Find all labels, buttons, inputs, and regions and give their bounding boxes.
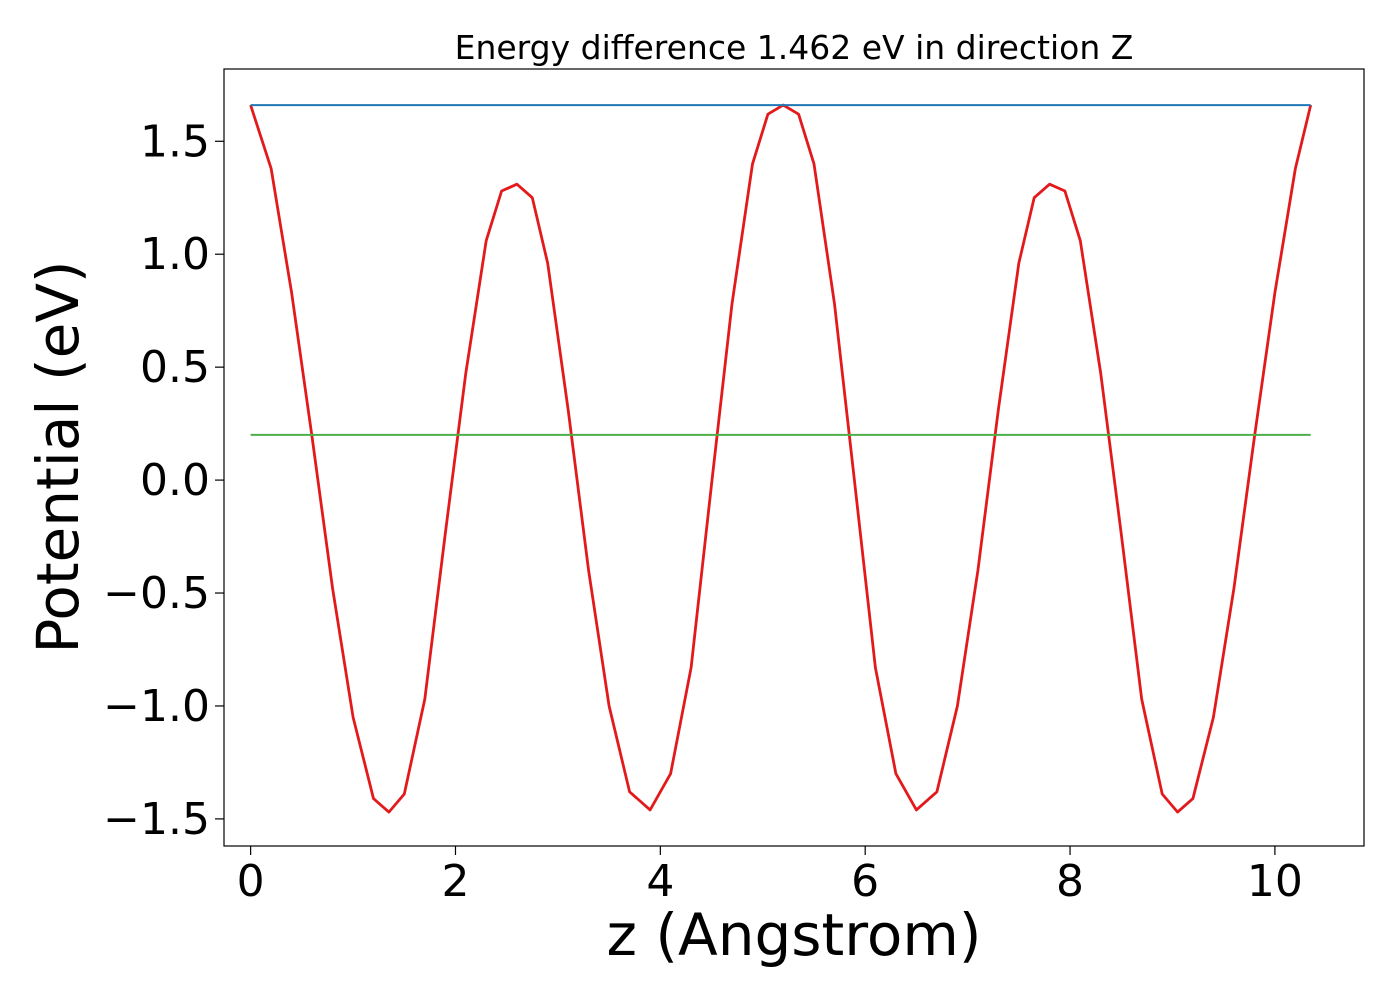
x-tick-label: 2: [441, 856, 469, 907]
chart-title: Energy difference 1.462 eV in direction …: [455, 28, 1134, 67]
y-tick-label: −0.5: [103, 568, 210, 619]
y-tick-label: 0.0: [140, 455, 210, 506]
x-tick-label: 6: [851, 856, 879, 907]
y-tick-label: 1.5: [140, 116, 210, 167]
series-layer: [249, 103, 1313, 814]
x-tick-label: 10: [1247, 856, 1303, 907]
y-tick-label: −1.0: [103, 681, 210, 732]
y-tick-label: 1.0: [140, 229, 210, 280]
y-tick-label: 0.5: [140, 342, 210, 393]
x-tick-label: 0: [237, 856, 265, 907]
plot-area: [223, 68, 1365, 847]
x-axis-ticks: 0 2 4 6 8 10: [237, 846, 1303, 907]
x-tick-label: 4: [646, 856, 674, 907]
x-axis-label: z (Angstrom): [607, 901, 982, 969]
x-tick-label: 8: [1056, 856, 1084, 907]
y-tick-label: −1.5: [103, 794, 210, 845]
y-axis-label: Potential (eV): [24, 260, 92, 653]
y-axis-ticks: −1.5 −1.0 −0.5 0.0 0.5 1.0 1.5: [103, 116, 224, 845]
